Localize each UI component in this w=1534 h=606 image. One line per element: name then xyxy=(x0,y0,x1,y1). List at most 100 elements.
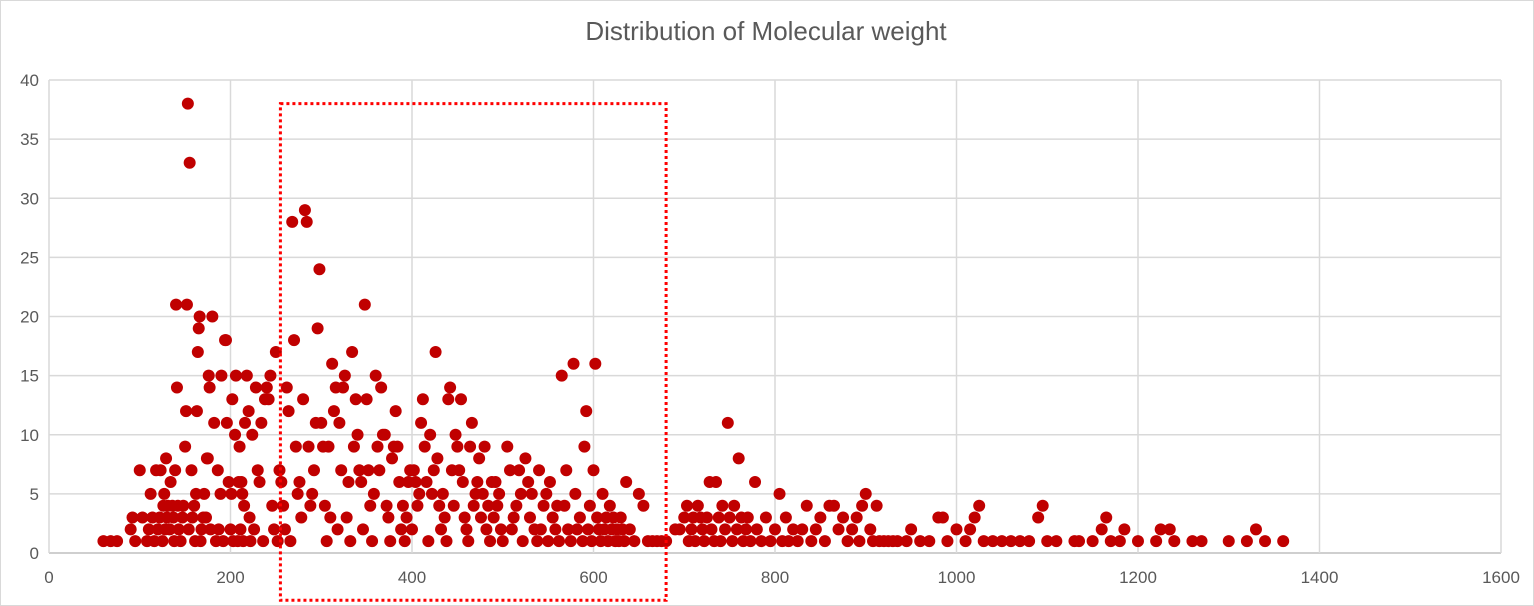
data-point xyxy=(349,393,362,406)
data-point xyxy=(732,452,745,465)
data-point xyxy=(471,476,484,489)
data-point xyxy=(371,440,384,453)
data-point xyxy=(240,369,253,382)
data-point xyxy=(340,511,353,524)
data-point xyxy=(393,476,406,489)
data-point xyxy=(473,452,486,465)
data-point xyxy=(730,523,743,536)
data-point xyxy=(864,523,877,536)
data-point xyxy=(534,523,547,536)
data-point xyxy=(191,345,204,358)
data-point xyxy=(219,334,232,347)
data-point xyxy=(433,499,446,512)
data-point xyxy=(444,381,457,394)
data-point xyxy=(525,487,538,500)
data-point xyxy=(154,464,167,477)
data-point xyxy=(442,393,455,406)
data-point xyxy=(710,476,723,489)
data-point xyxy=(569,487,582,500)
data-point xyxy=(721,416,734,429)
data-point xyxy=(286,215,299,228)
data-point xyxy=(809,523,822,536)
data-point xyxy=(156,535,169,548)
data-point xyxy=(304,499,317,512)
data-point xyxy=(614,511,627,524)
data-point xyxy=(380,499,393,512)
data-point xyxy=(142,523,155,536)
data-point xyxy=(193,310,206,323)
data-point xyxy=(749,476,762,489)
data-point xyxy=(791,535,804,548)
data-point xyxy=(355,476,368,489)
data-point xyxy=(167,511,180,524)
data-point xyxy=(342,476,355,489)
data-point xyxy=(186,511,199,524)
data-point xyxy=(389,405,402,418)
data-point xyxy=(324,511,337,524)
data-point xyxy=(367,487,380,500)
data-point xyxy=(513,464,526,477)
data-point xyxy=(700,511,713,524)
data-point xyxy=(415,416,428,429)
data-point xyxy=(214,487,227,500)
data-point xyxy=(382,511,395,524)
data-point xyxy=(192,322,205,335)
data-point xyxy=(174,535,187,548)
data-point xyxy=(591,511,604,524)
data-point xyxy=(728,499,741,512)
y-tick-label: 10 xyxy=(20,426,39,445)
data-point xyxy=(136,511,149,524)
data-point xyxy=(438,511,451,524)
data-point xyxy=(474,511,487,524)
data-point xyxy=(467,499,480,512)
data-point xyxy=(531,535,544,548)
data-point xyxy=(453,464,466,477)
data-point xyxy=(456,476,469,489)
data-point xyxy=(678,511,691,524)
data-point xyxy=(391,440,404,453)
data-point xyxy=(425,487,438,500)
data-point xyxy=(1163,523,1176,536)
data-point xyxy=(282,405,295,418)
data-point xyxy=(356,523,369,536)
data-point xyxy=(782,535,795,548)
data-point xyxy=(698,535,711,548)
data-point xyxy=(160,452,173,465)
data-point xyxy=(484,535,497,548)
data-point xyxy=(451,440,464,453)
data-point xyxy=(796,523,809,536)
data-point xyxy=(744,535,757,548)
data-point xyxy=(203,381,216,394)
data-point xyxy=(1118,523,1131,536)
data-point xyxy=(242,405,255,418)
data-point xyxy=(362,464,375,477)
data-point xyxy=(562,523,575,536)
data-point xyxy=(322,440,335,453)
data-point xyxy=(739,523,752,536)
data-point xyxy=(177,499,190,512)
data-point xyxy=(288,334,301,347)
data-point xyxy=(295,511,308,524)
data-point xyxy=(199,511,212,524)
data-point xyxy=(755,535,768,548)
data-point xyxy=(1104,535,1117,548)
data-point xyxy=(859,487,872,500)
data-point xyxy=(832,523,845,536)
data-point xyxy=(327,405,340,418)
data-point xyxy=(514,487,527,500)
data-point xyxy=(487,511,500,524)
data-point xyxy=(853,535,866,548)
data-point xyxy=(335,464,348,477)
y-tick-label: 15 xyxy=(20,367,39,386)
x-tick-label: 600 xyxy=(579,568,607,587)
data-point xyxy=(298,204,311,217)
data-point xyxy=(489,476,502,489)
data-point xyxy=(618,535,631,548)
data-point xyxy=(170,298,183,311)
data-point xyxy=(764,535,777,548)
data-point xyxy=(480,523,493,536)
data-point xyxy=(182,523,195,536)
data-point xyxy=(846,523,859,536)
data-point xyxy=(353,464,366,477)
data-point xyxy=(164,476,177,489)
